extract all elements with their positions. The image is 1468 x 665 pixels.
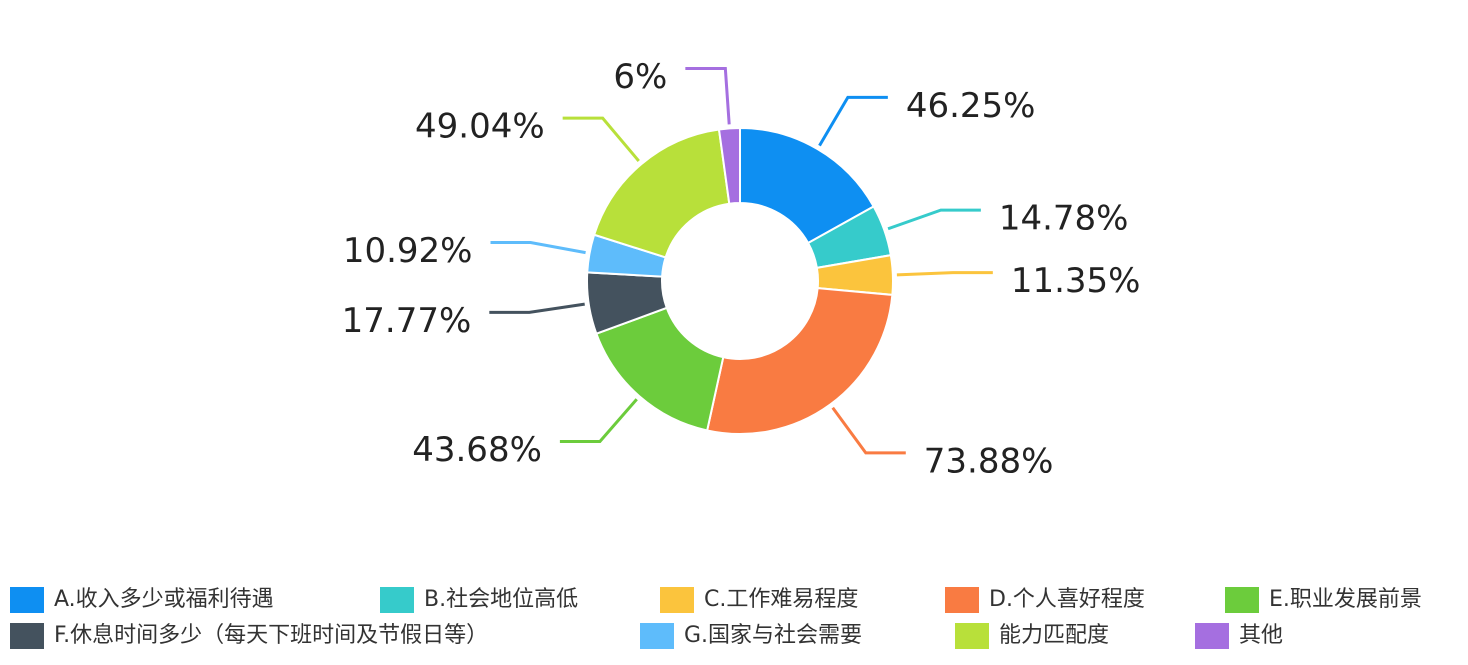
legend-label: G.国家与社会需要 — [684, 623, 862, 648]
leader-line — [489, 302, 585, 314]
legend-label: F.休息时间多少（每天下班时间及节假日等） — [54, 623, 488, 648]
legend-swatch — [10, 587, 44, 613]
leader-line — [685, 67, 731, 125]
legend-label: B.社会地位高低 — [424, 587, 578, 612]
legend-swatch — [1225, 587, 1259, 613]
slice — [705, 286, 894, 435]
value-label: 46.25% — [906, 86, 1036, 126]
value-label: 6% — [613, 57, 667, 97]
value-label: 10.92% — [343, 231, 473, 271]
legend-swatch — [945, 587, 979, 613]
legend-swatch — [640, 623, 674, 649]
legend-swatch — [380, 587, 414, 613]
value-label: 14.78% — [999, 199, 1129, 239]
legend-swatch — [10, 623, 44, 649]
legend-label: C.工作难易程度 — [704, 587, 858, 612]
legend-label: E.职业发展前景 — [1269, 587, 1422, 612]
legend-label: 能力匹配度 — [999, 623, 1109, 648]
value-label: 73.88% — [924, 441, 1054, 481]
legend-swatch — [1195, 623, 1229, 649]
leader-line — [490, 240, 586, 255]
legend-swatch — [660, 587, 694, 613]
legend-label: A.收入多少或福利待遇 — [54, 587, 274, 612]
leader-line — [896, 271, 993, 277]
leader-line — [831, 406, 906, 455]
legend-label: 其他 — [1239, 623, 1283, 648]
value-label: 49.04% — [415, 107, 545, 147]
legend-label: D.个人喜好程度 — [989, 587, 1145, 612]
leader-line — [562, 116, 640, 162]
leader-line — [818, 95, 888, 147]
leader-line — [887, 208, 981, 231]
value-label: 43.68% — [412, 430, 542, 470]
slice — [717, 126, 741, 205]
value-label: 11.35% — [1011, 261, 1141, 301]
value-label: 17.77% — [342, 301, 472, 341]
leader-line — [559, 398, 638, 443]
legend-swatch — [955, 623, 989, 649]
slice — [592, 128, 731, 259]
